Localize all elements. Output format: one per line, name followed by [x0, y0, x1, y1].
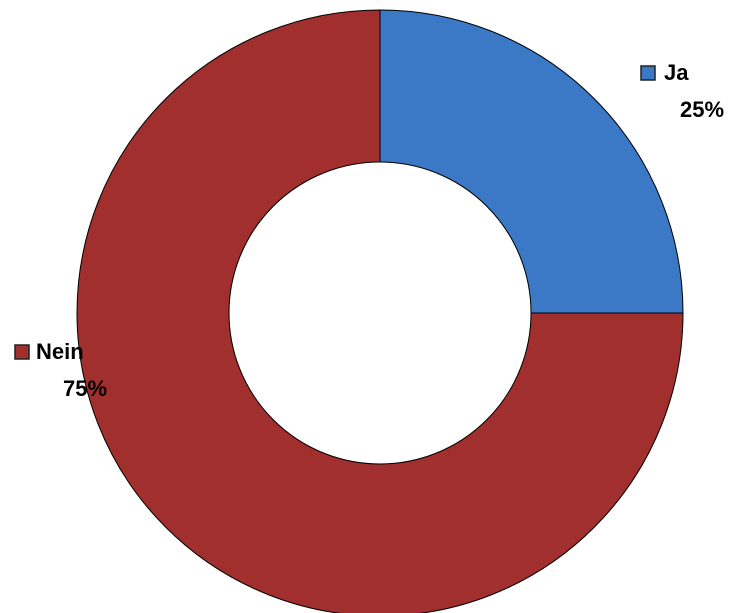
category-label: Ja — [664, 60, 689, 85]
value-label: 75% — [63, 376, 107, 401]
legend-marker — [640, 65, 656, 81]
category-label: Nein — [36, 339, 84, 364]
value-label: 25% — [680, 97, 724, 122]
donut-slice — [379, 9, 684, 314]
legend-marker — [14, 344, 30, 360]
donut-slice — [76, 9, 684, 613]
